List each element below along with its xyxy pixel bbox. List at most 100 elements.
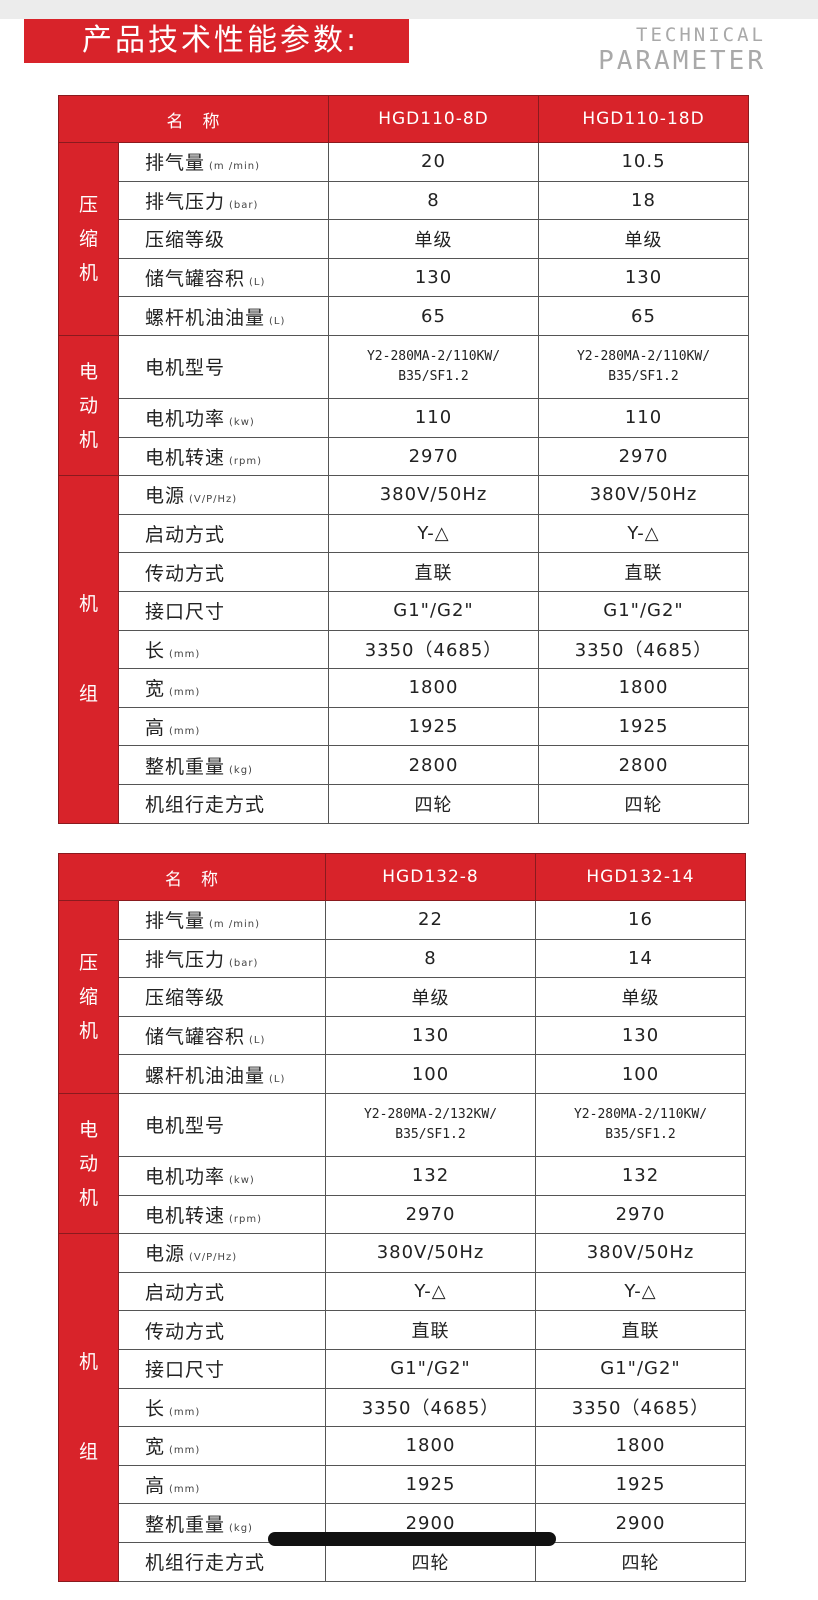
unit-text: (rpm) <box>229 455 263 467</box>
table-row: 压缩机 排气量 (m /min) 20 10.5 <box>58 142 749 336</box>
table-row: 电机转速 (rpm) 2970 2970 <box>59 1194 746 1235</box>
row-label: 机组行走方式 <box>118 1541 326 1582</box>
value-cell: 四轮 <box>325 1541 536 1582</box>
label-text: 电源 <box>145 1243 186 1266</box>
value-cell: 2800 <box>328 745 539 785</box>
table-row: 高 (mm) 1925 1925 <box>59 1464 746 1505</box>
row-label: 宽 (mm) <box>118 1426 326 1466</box>
table-row: 启动方式 Y-△ Y-△ <box>59 1271 746 1312</box>
value-cell: 1925 <box>535 1464 746 1505</box>
table-header-row: 名 称 HGD132-8 HGD132-14 <box>58 853 746 901</box>
table-row: 整机重量 (kg) 2800 2800 <box>59 745 749 785</box>
row-label: 排气压力 (bar) <box>118 938 326 979</box>
row-label: 电机型号 <box>118 1092 326 1157</box>
unit-text: (m /min) <box>209 161 260 173</box>
value-cell: G1"/G2" <box>535 1348 746 1389</box>
label-text: 宽 <box>145 678 166 701</box>
table-row: 宽 (mm) 1800 1800 <box>59 1426 746 1466</box>
label-text: 机组行走方式 <box>145 794 266 817</box>
value-cell: 单级 <box>538 219 749 259</box>
row-label: 电机转速 (rpm) <box>118 436 329 477</box>
table-row: 机组行走方式 四轮 四轮 <box>59 783 749 824</box>
status-bar-area <box>0 0 818 19</box>
value-cell: 2970 <box>325 1194 536 1235</box>
row-label: 高 (mm) <box>118 1464 326 1505</box>
value-cell: 直联 <box>328 552 539 592</box>
name-header: 名 称 <box>58 95 329 143</box>
value-cell: 8 <box>325 938 536 979</box>
value-cell: 132 <box>325 1155 536 1196</box>
label-text: 排气压力 <box>145 948 226 971</box>
value-cell: 100 <box>325 1054 536 1094</box>
label-text: 宽 <box>145 1436 166 1459</box>
value-cell: 130 <box>325 1015 536 1056</box>
home-indicator[interactable] <box>268 1532 556 1546</box>
row-label: 整机重量 (kg) <box>118 745 329 785</box>
value-cell: Y-△ <box>325 1271 536 1312</box>
value-cell: 2970 <box>328 436 539 477</box>
value-cell: 8 <box>328 180 539 221</box>
table-row: 宽 (mm) 1800 1800 <box>59 668 749 708</box>
value-cell: 2970 <box>538 436 749 477</box>
row-label: 排气压力 (bar) <box>118 180 329 221</box>
table-row: 压缩等级 单级 单级 <box>59 219 749 259</box>
unit-text: (mm) <box>169 1406 201 1418</box>
value-cell: Y2-280MA-2/110KW/ B35/SF1.2 <box>535 1092 746 1157</box>
unit-text: (mm) <box>169 687 201 699</box>
table-row: 传动方式 直联 直联 <box>59 1310 746 1350</box>
unit-text: (kg) <box>229 1522 253 1534</box>
unit-text: (mm) <box>169 1445 201 1457</box>
value-cell: 130 <box>328 257 539 298</box>
value-cell: 1925 <box>325 1464 536 1505</box>
value-cell: Y2-280MA-2/110KW/ B35/SF1.2 <box>328 334 539 399</box>
unit-text: (rpm) <box>229 1213 263 1225</box>
english-title-line-1: TECHNICAL <box>636 24 766 46</box>
table-row: 排气压力 (bar) 8 18 <box>59 180 749 221</box>
label-text: 接口尺寸 <box>145 601 226 624</box>
value-cell: 3350（4685） <box>328 629 539 670</box>
unit-text: (L) <box>269 1073 286 1085</box>
table-row: 储气罐容积 (L) 130 130 <box>59 1015 746 1056</box>
unit-text: (L) <box>269 315 286 327</box>
value-cell: 380V/50Hz <box>325 1233 536 1273</box>
unit-text: (L) <box>249 277 266 289</box>
model-header: HGD132-14 <box>535 853 746 901</box>
label-text: 电源 <box>145 485 186 508</box>
english-title: TECHNICAL PARAMETER <box>598 24 766 75</box>
value-cell: Y-△ <box>328 513 539 554</box>
label-text: 机组行走方式 <box>145 1552 266 1575</box>
value-cell: 3350（4685） <box>535 1387 746 1428</box>
table-row: 电机功率 (kw) 110 110 <box>59 397 749 438</box>
table-row: 电动机 电机型号 Y2-280MA-2/132KW/ B35/SF1.2 Y2-280… <box>58 1092 746 1235</box>
table-row: 螺杆机油油量 (L) 65 65 <box>59 296 749 336</box>
value-cell: Y-△ <box>538 513 749 554</box>
value-cell: 130 <box>535 1015 746 1056</box>
label-text: 接口尺寸 <box>145 1359 226 1382</box>
unit-text: (m /min) <box>209 919 260 931</box>
table-row: 电机转速 (rpm) 2970 2970 <box>59 436 749 477</box>
row-label: 排气量 (m /min) <box>118 142 329 182</box>
unit-text: (kw) <box>229 1175 255 1187</box>
unit-text: (kg) <box>229 764 253 776</box>
row-label: 电机型号 <box>118 334 329 399</box>
value-cell: 100 <box>535 1054 746 1094</box>
value-cell: 直联 <box>535 1310 746 1350</box>
value-cell: 四轮 <box>535 1541 746 1582</box>
row-label: 螺杆机油油量 (L) <box>118 296 329 336</box>
value-cell: 单级 <box>328 219 539 259</box>
value-cell: 3350（4685） <box>538 629 749 670</box>
table-row: 传动方式 直联 直联 <box>59 552 749 592</box>
group-compressor: 压缩机 <box>58 142 119 336</box>
group-motor: 电动机 <box>58 1092 119 1235</box>
label-text: 启动方式 <box>145 1282 226 1305</box>
label-text: 螺杆机油油量 <box>145 306 266 329</box>
unit-text: (mm) <box>169 1484 201 1496</box>
table-row: 电动机 电机型号 Y2-280MA-2/110KW/ B35/SF1.2 Y2-280… <box>58 334 749 477</box>
unit-text: (mm) <box>169 726 201 738</box>
row-label: 机组行走方式 <box>118 783 329 824</box>
table-header-row: 名 称 HGD110-8D HGD110-18D <box>58 95 749 143</box>
value-cell: 22 <box>325 900 536 940</box>
row-label: 电源 (V/P/Hz) <box>118 1233 326 1273</box>
table-row: 压缩机 排气量 (m /min) 22 16 <box>58 900 746 1094</box>
table-row: 启动方式 Y-△ Y-△ <box>59 513 749 554</box>
